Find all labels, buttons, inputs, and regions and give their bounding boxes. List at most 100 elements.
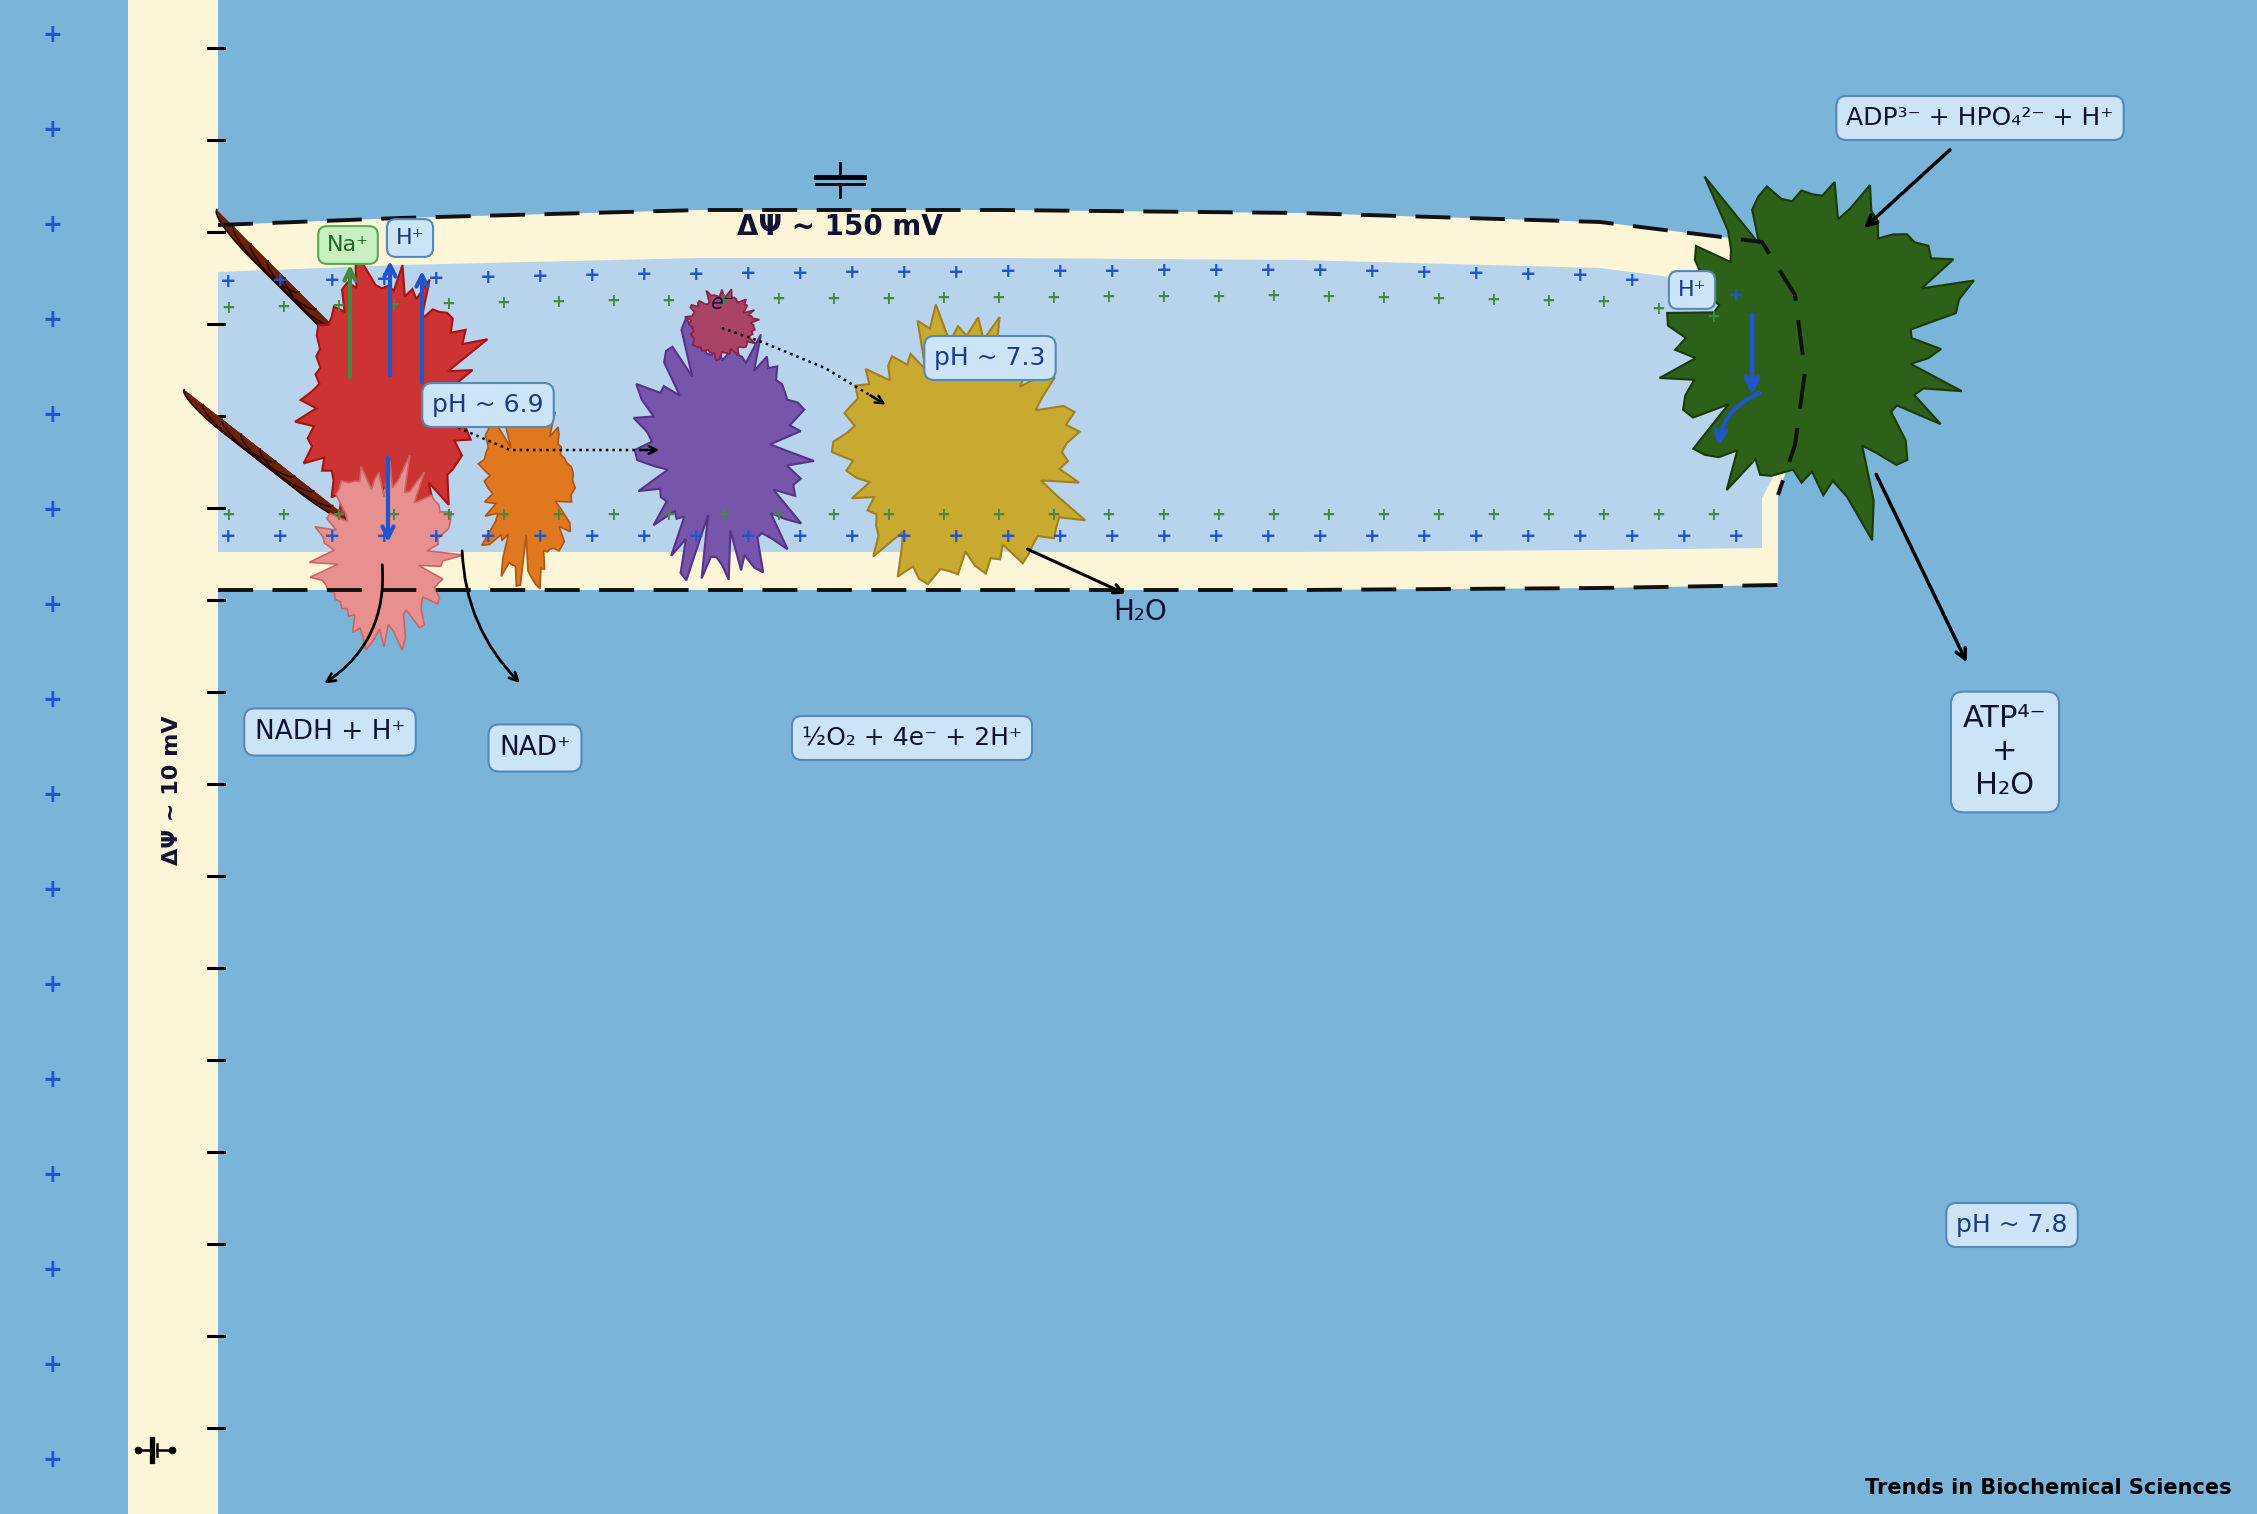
Text: +: +	[826, 506, 840, 524]
Text: +: +	[43, 1067, 61, 1092]
Polygon shape	[634, 318, 815, 580]
Polygon shape	[251, 244, 334, 327]
Text: +: +	[43, 783, 61, 807]
Text: +: +	[1104, 262, 1119, 280]
Text: +: +	[1542, 292, 1555, 310]
Text: +: +	[275, 298, 289, 316]
Text: +: +	[375, 269, 393, 289]
Text: +: +	[1156, 262, 1171, 280]
Text: +: +	[375, 527, 393, 545]
Text: +: +	[948, 263, 964, 282]
Text: +: +	[1415, 263, 1433, 282]
Text: pH ~ 7.3: pH ~ 7.3	[934, 347, 1045, 369]
Polygon shape	[219, 257, 1788, 553]
Polygon shape	[232, 227, 316, 309]
Text: +: +	[429, 527, 445, 545]
Text: +: +	[1571, 266, 1589, 285]
Text: +: +	[275, 506, 289, 524]
Text: +: +	[1623, 271, 1641, 291]
Text: +: +	[43, 307, 61, 332]
Text: ½O₂ + 4e⁻ + 2H⁺: ½O₂ + 4e⁻ + 2H⁺	[801, 727, 1022, 749]
Polygon shape	[284, 279, 368, 360]
Polygon shape	[183, 389, 275, 462]
Text: +: +	[740, 527, 756, 545]
Text: +: +	[1675, 527, 1693, 545]
Polygon shape	[309, 456, 463, 650]
Text: +: +	[1652, 506, 1666, 524]
Text: +: +	[43, 23, 61, 47]
Text: +: +	[792, 527, 808, 545]
Polygon shape	[478, 388, 576, 589]
Text: pH ~ 7.8: pH ~ 7.8	[1957, 1213, 2067, 1237]
Text: +: +	[937, 506, 950, 524]
Text: +: +	[43, 1354, 61, 1378]
Text: ADP³⁻ + HPO₄²⁻ + H⁺: ADP³⁻ + HPO₄²⁻ + H⁺	[1846, 106, 2115, 130]
Text: +: +	[1207, 527, 1223, 545]
Polygon shape	[266, 260, 350, 344]
Polygon shape	[221, 419, 314, 492]
Text: +: +	[43, 213, 61, 238]
Text: +: +	[937, 289, 950, 307]
Text: +: +	[1207, 260, 1223, 280]
Text: +: +	[497, 506, 510, 524]
Text: +: +	[772, 506, 785, 524]
Text: +: +	[1519, 265, 1537, 285]
Text: +: +	[896, 263, 912, 282]
Text: Na⁺: Na⁺	[327, 235, 368, 254]
Text: +: +	[844, 527, 860, 545]
Text: +: +	[991, 506, 1004, 524]
Text: +: +	[533, 266, 548, 286]
Text: H₂O: H₂O	[1113, 598, 1167, 625]
Text: +: +	[585, 527, 600, 545]
Text: +: +	[1571, 527, 1589, 545]
Text: +: +	[1652, 300, 1666, 318]
Text: +: +	[607, 292, 621, 310]
Text: +: +	[1729, 286, 1745, 304]
Text: +: +	[219, 527, 237, 545]
Text: +: +	[440, 506, 456, 524]
Polygon shape	[203, 404, 296, 477]
Text: +: +	[896, 527, 912, 545]
Text: +: +	[551, 294, 564, 312]
Text: ΔΨ ~ 10 mV: ΔΨ ~ 10 mV	[163, 715, 183, 864]
Text: +: +	[1377, 289, 1390, 307]
Text: +: +	[271, 271, 289, 291]
Text: +: +	[219, 273, 237, 291]
Text: +: +	[1485, 291, 1501, 309]
Text: +: +	[1363, 527, 1381, 545]
Text: e⁻: e⁻	[711, 294, 734, 313]
Text: +: +	[43, 1163, 61, 1187]
Text: +: +	[43, 403, 61, 427]
Text: +: +	[792, 263, 808, 283]
Text: +: +	[1320, 506, 1334, 524]
Text: +: +	[1259, 260, 1275, 280]
Text: +: +	[43, 687, 61, 712]
Text: +: +	[1311, 260, 1329, 280]
Text: +: +	[1320, 288, 1334, 306]
Text: +: +	[1045, 506, 1061, 524]
Polygon shape	[260, 450, 352, 521]
Text: +: +	[1000, 527, 1016, 545]
Text: +: +	[844, 263, 860, 283]
Text: +: +	[221, 506, 235, 524]
Text: +: +	[332, 506, 345, 524]
Text: +: +	[221, 298, 235, 316]
Text: +: +	[1052, 527, 1068, 545]
Text: ATP⁴⁻
+
H₂O: ATP⁴⁻ + H₂O	[1964, 704, 2047, 799]
Text: +: +	[481, 527, 497, 545]
Text: +: +	[386, 297, 399, 313]
Text: +: +	[1266, 288, 1280, 306]
Text: +: +	[1542, 506, 1555, 524]
Text: +: +	[661, 506, 675, 524]
Text: +: +	[1104, 527, 1119, 545]
Text: +: +	[43, 498, 61, 522]
Text: Trends in Biochemical Sciences: Trends in Biochemical Sciences	[1864, 1478, 2232, 1497]
Text: pH ~ 6.9: pH ~ 6.9	[433, 394, 544, 416]
Text: +: +	[991, 289, 1004, 307]
Text: +: +	[715, 506, 729, 524]
Text: +: +	[1156, 288, 1169, 306]
Text: +: +	[1101, 506, 1115, 524]
Text: +: +	[1729, 527, 1745, 545]
Polygon shape	[219, 210, 1806, 590]
Text: +: +	[1212, 288, 1226, 306]
